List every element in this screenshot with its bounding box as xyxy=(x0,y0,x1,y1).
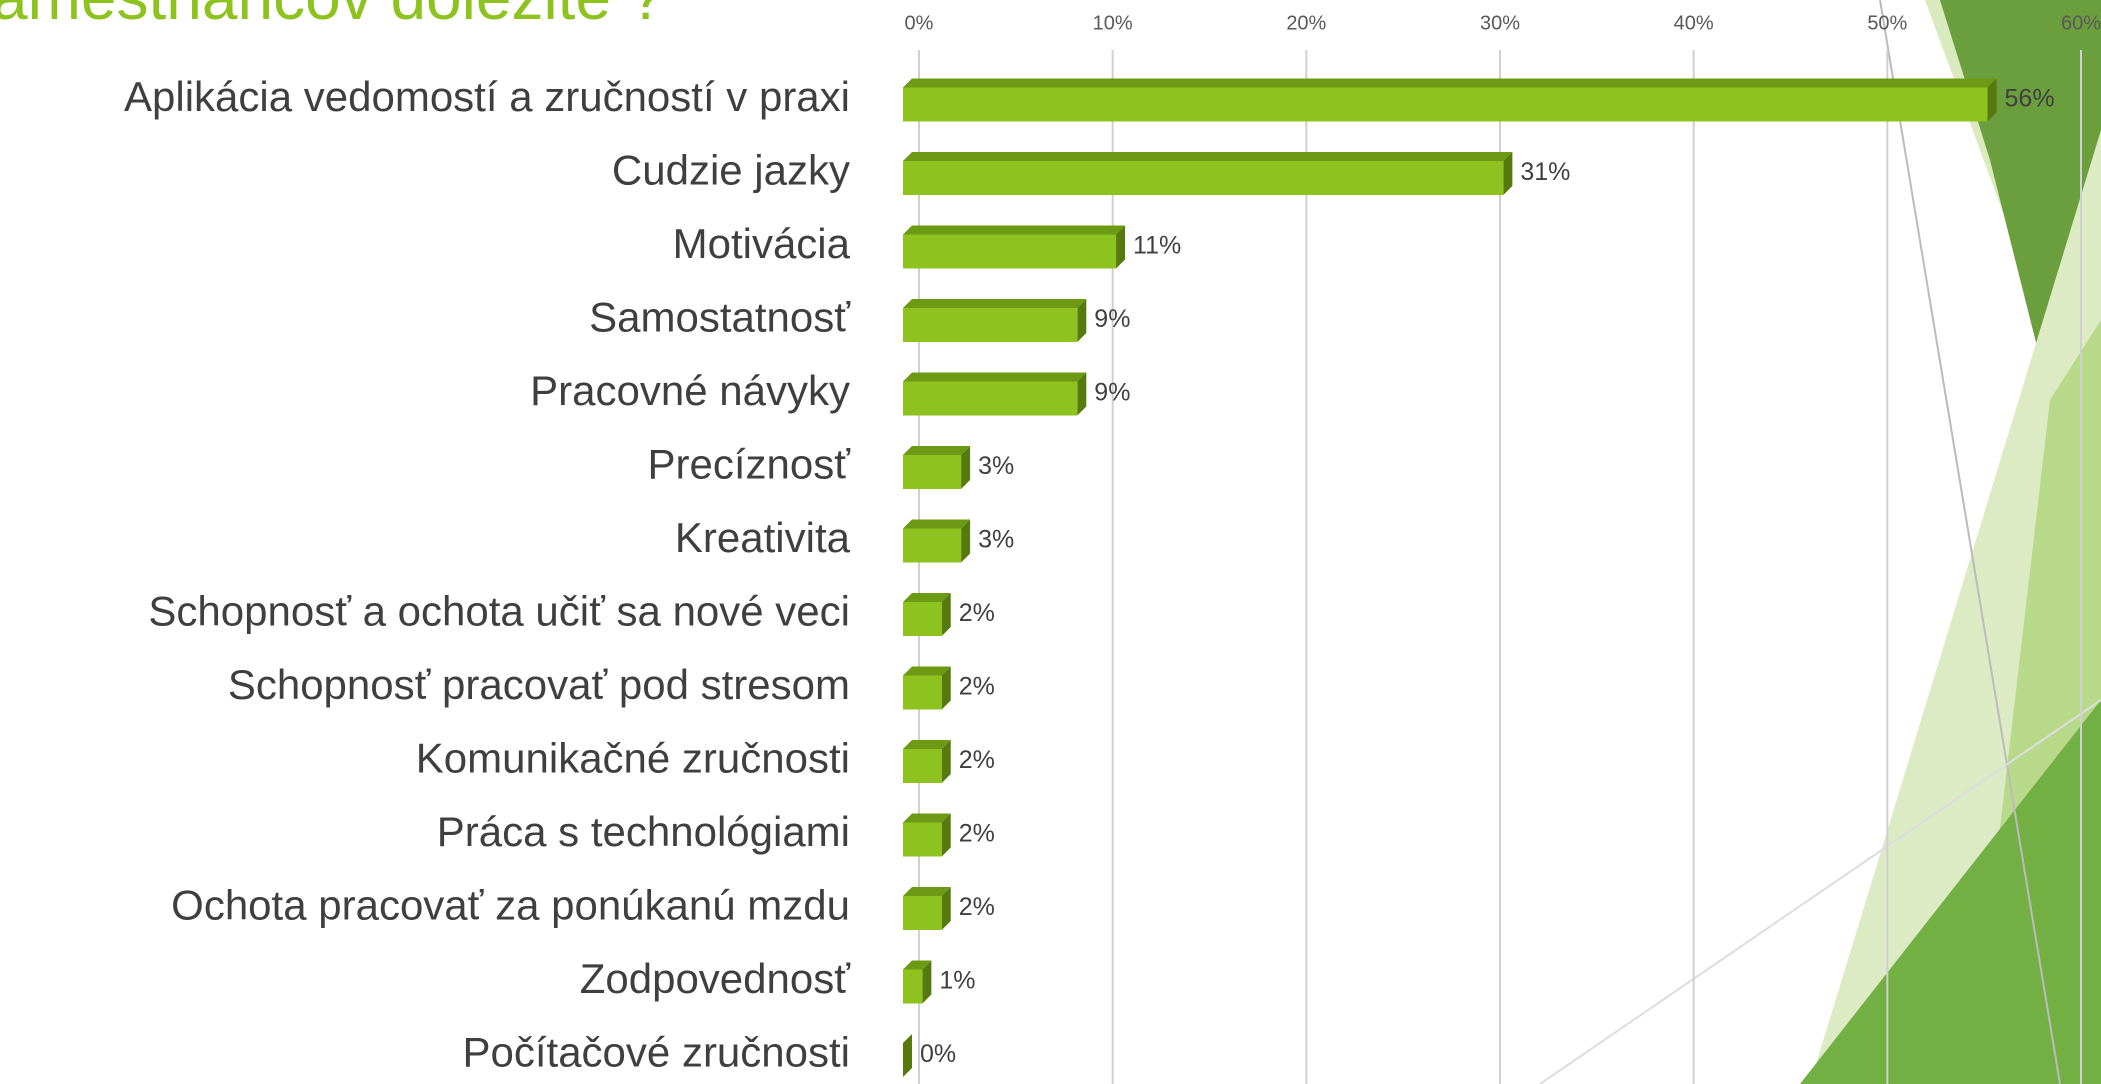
category-label: Komunikačné zručnosti xyxy=(416,735,850,782)
bar-front xyxy=(903,308,1077,342)
bar-front xyxy=(903,602,942,636)
bar-front xyxy=(903,382,1077,416)
chart-title: amestnancov dôležité ? xyxy=(0,0,664,33)
category-label: Počítačové zručnosti xyxy=(462,1029,850,1076)
category-label: Ochota pracovať za ponúkanú mzdu xyxy=(171,882,850,929)
bar-front xyxy=(903,235,1116,269)
bar xyxy=(903,79,1997,122)
category-label: Motivácia xyxy=(673,220,851,267)
x-tick-label: 10% xyxy=(1093,12,1133,34)
value-label: 31% xyxy=(1520,158,1570,186)
bar xyxy=(903,299,1086,342)
bar-side xyxy=(903,1034,912,1077)
bar-top xyxy=(903,299,1086,308)
bar xyxy=(903,740,951,783)
bar-top xyxy=(903,520,970,529)
category-label: Schopnosť pracovať pod stresom xyxy=(228,661,850,708)
bar-front xyxy=(903,529,961,563)
bar xyxy=(903,887,951,930)
bar xyxy=(903,814,951,857)
bar-front xyxy=(903,455,961,489)
category-label: Precíznosť xyxy=(648,441,852,488)
value-label: 11% xyxy=(1133,232,1181,260)
bar xyxy=(903,152,1512,195)
bar-front xyxy=(903,676,942,710)
bar-front xyxy=(903,970,922,1004)
bar-top xyxy=(903,152,1512,161)
bar xyxy=(903,373,1086,416)
bar xyxy=(903,667,951,710)
bar xyxy=(903,520,970,563)
x-tick-label: 40% xyxy=(1674,12,1714,34)
bar xyxy=(903,593,951,636)
category-label: Aplikácia vedomostí a zručností v praxi xyxy=(124,73,850,120)
x-tick-label: 30% xyxy=(1480,12,1520,34)
x-tick-label: 0% xyxy=(905,12,934,34)
bar-top xyxy=(903,79,1997,88)
bar xyxy=(903,961,931,1004)
value-label: 2% xyxy=(959,820,995,848)
bar xyxy=(903,446,970,489)
x-tick-label: 20% xyxy=(1286,12,1326,34)
category-label: Kreativita xyxy=(675,514,851,561)
value-label: 3% xyxy=(978,526,1014,554)
bar xyxy=(903,226,1125,269)
value-label: 2% xyxy=(959,893,995,921)
value-label: 2% xyxy=(959,673,995,701)
bar-front xyxy=(903,896,942,930)
value-label: 0% xyxy=(920,1040,956,1068)
x-tick-label: 60% xyxy=(2061,12,2101,34)
category-label: Pracovné návyky xyxy=(530,367,850,414)
category-label: Práca s technológiami xyxy=(437,808,850,855)
value-label: 1% xyxy=(939,967,975,995)
category-label: Schopnosť a ochota učiť sa nové veci xyxy=(148,588,850,635)
bar-front xyxy=(903,161,1503,195)
slide: amestnancov dôležité ? 0% 10% 20% 30% 40% 50%… xyxy=(0,0,2101,1084)
decoration xyxy=(1540,0,2101,1084)
value-label: 9% xyxy=(1094,305,1130,333)
value-label: 2% xyxy=(959,599,995,627)
category-label: Zodpovednosť xyxy=(580,955,852,1002)
bar xyxy=(903,1034,912,1077)
x-tick-label: 50% xyxy=(1867,12,1907,34)
value-label: 9% xyxy=(1094,379,1130,407)
value-label: 3% xyxy=(978,452,1014,480)
bar-front xyxy=(903,823,942,857)
bar-front xyxy=(903,749,942,783)
value-label: 2% xyxy=(959,746,995,774)
bar-top xyxy=(903,446,970,455)
bar-front xyxy=(903,88,1988,122)
category-label: Samostatnosť xyxy=(589,294,851,341)
bar-top xyxy=(903,226,1125,235)
value-label: 56% xyxy=(2005,85,2055,113)
bar-top xyxy=(903,373,1086,382)
category-label: Cudzie jazky xyxy=(612,147,850,194)
